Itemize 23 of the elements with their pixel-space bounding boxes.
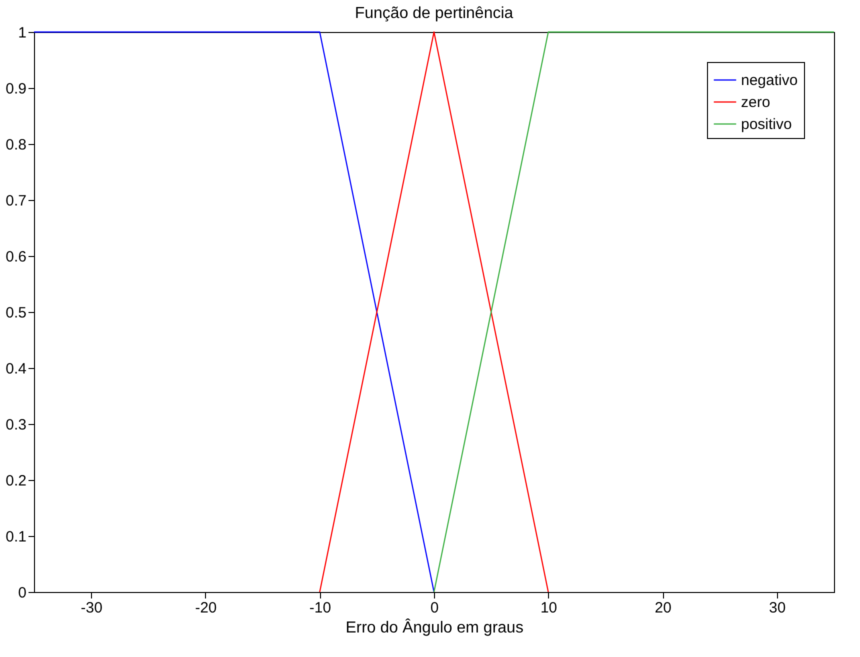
x-tick-label: -10 [309, 600, 332, 616]
chart-title: Função de pertinência [354, 5, 514, 22]
y-tick-label: 0.9 [6, 80, 26, 98]
x-tick-label: 10 [540, 600, 558, 616]
x-tick-label: -20 [195, 600, 217, 616]
y-tick-label: 0.2 [6, 472, 26, 490]
y-tick-label: 0.8 [6, 136, 26, 154]
y-tick-label: 0.6 [6, 248, 26, 266]
x-axis-title: Erro do Ângulo em graus [346, 618, 524, 636]
x-tick-label: 20 [654, 600, 672, 616]
y-tick-label: 0.4 [6, 360, 26, 378]
y-tick-label: 0 [18, 584, 26, 602]
y-tick-label: 0.1 [6, 528, 26, 546]
legend-label: zero [741, 94, 770, 111]
y-tick-label: 0.5 [6, 304, 26, 322]
legend-label: negativo [741, 72, 798, 89]
legend-label: positivo [741, 116, 792, 133]
x-tick-label: 30 [769, 600, 786, 616]
x-tick-label: -30 [80, 600, 102, 616]
y-tick-label: 1 [18, 24, 26, 42]
x-tick-label: 0 [430, 600, 439, 616]
y-tick-label: 0.3 [6, 416, 26, 434]
y-tick-label: 0.7 [6, 192, 26, 210]
